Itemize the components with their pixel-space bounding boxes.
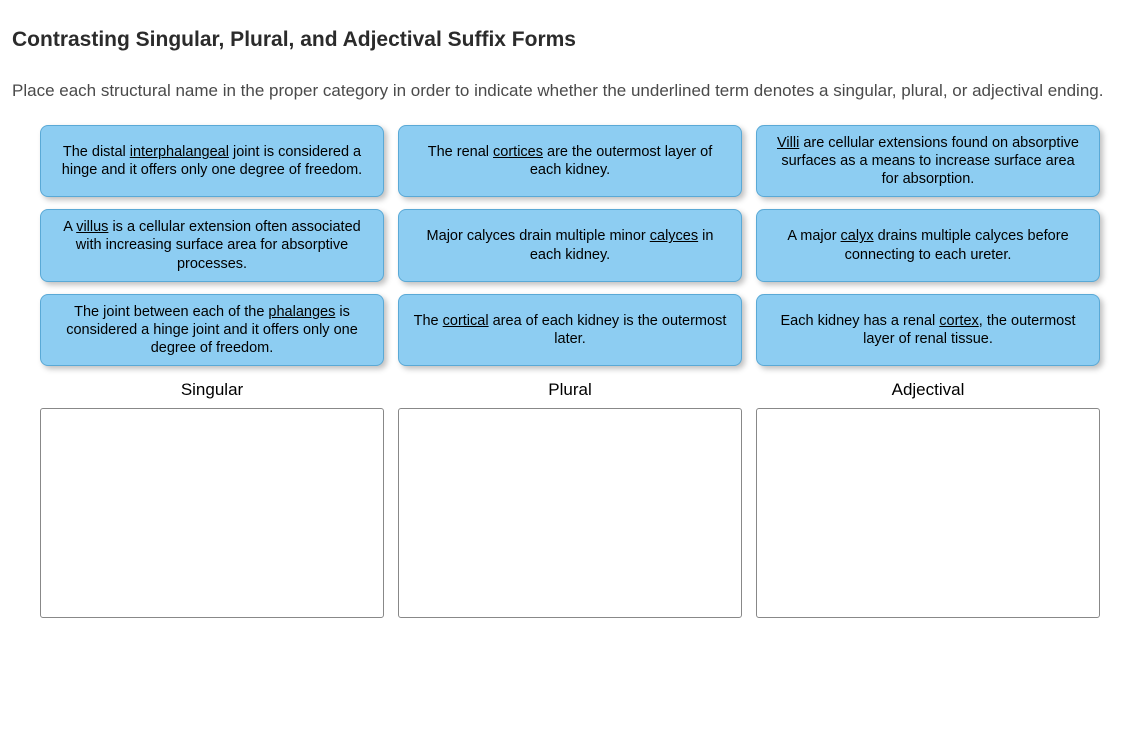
card-underlined-term: villus <box>76 219 108 235</box>
card-text-pre: Each kidney has a renal <box>780 313 939 329</box>
dropzones-row: Singular Plural Adjectival <box>12 380 1128 618</box>
card-underlined-term: calyces <box>650 228 698 244</box>
card-text-pre: A <box>63 219 76 235</box>
dropzone-plural[interactable] <box>398 408 742 618</box>
dropzone-singular[interactable] <box>40 408 384 618</box>
card-underlined-term: cortex <box>939 313 979 329</box>
card-text-pre: A major <box>787 228 840 244</box>
card-underlined-term: calyx <box>841 228 874 244</box>
card-underlined-term: interphalangeal <box>130 144 229 160</box>
dropzone-label: Plural <box>398 380 742 400</box>
dropzone-label: Singular <box>40 380 384 400</box>
dropzone-column-adjectival: Adjectival <box>756 380 1100 618</box>
card-item[interactable]: The renal cortices are the outermost lay… <box>398 125 742 197</box>
card-underlined-term: Villi <box>777 135 799 151</box>
card-item[interactable]: A major calyx drains multiple calyces be… <box>756 209 1100 281</box>
instructions-text: Place each structural name in the proper… <box>12 80 1128 103</box>
card-item[interactable]: The cortical area of each kidney is the … <box>398 294 742 366</box>
dropzone-label: Adjectival <box>756 380 1100 400</box>
card-item[interactable]: Each kidney has a renal cortex, the oute… <box>756 294 1100 366</box>
card-text-pre: The distal <box>63 144 130 160</box>
card-text-post: drains multiple calyces before connectin… <box>845 228 1069 262</box>
card-item[interactable]: The joint between each of the phalanges … <box>40 294 384 366</box>
card-item[interactable]: Major calyces drain multiple minor calyc… <box>398 209 742 281</box>
dropzone-column-plural: Plural <box>398 380 742 618</box>
dropzone-column-singular: Singular <box>40 380 384 618</box>
card-item[interactable]: The distal interphalangeal joint is cons… <box>40 125 384 197</box>
card-text-pre: Major calyces drain multiple minor <box>427 228 650 244</box>
card-text-post: area of each kidney is the outermost lat… <box>489 313 727 347</box>
card-text-post: is a cellular extension often associated… <box>76 219 361 271</box>
card-text-pre: The <box>414 313 443 329</box>
card-underlined-term: phalanges <box>268 304 335 320</box>
card-item[interactable]: Villi are cellular extensions found on a… <box>756 125 1100 197</box>
card-text-pre: The joint between each of the <box>74 304 268 320</box>
cards-grid: The distal interphalangeal joint is cons… <box>12 125 1128 366</box>
card-text-post: are cellular extensions found on absorpt… <box>781 135 1079 187</box>
card-text-post: are the outermost layer of each kidney. <box>530 144 712 178</box>
dropzone-adjectival[interactable] <box>756 408 1100 618</box>
card-text-pre: The renal <box>428 144 493 160</box>
card-item[interactable]: A villus is a cellular extension often a… <box>40 209 384 281</box>
card-underlined-term: cortical <box>443 313 489 329</box>
page-title: Contrasting Singular, Plural, and Adject… <box>12 28 1128 52</box>
card-underlined-term: cortices <box>493 144 543 160</box>
